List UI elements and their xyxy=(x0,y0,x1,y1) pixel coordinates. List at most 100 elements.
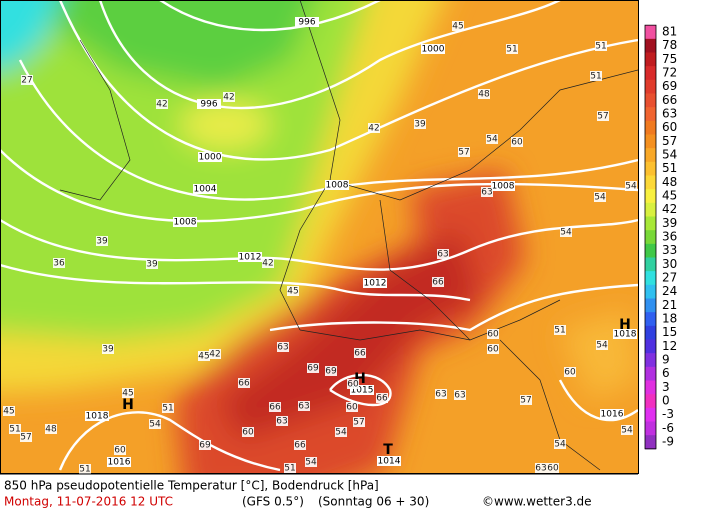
temperature-label-bg xyxy=(277,342,289,352)
temperature-label: 54 xyxy=(594,193,606,203)
temperature-label: 63 xyxy=(535,464,546,474)
isobar-label-bg xyxy=(613,329,637,339)
temperature-label-bg xyxy=(596,340,608,350)
colorbar-label: 33 xyxy=(662,243,677,257)
temperature-label-bg xyxy=(96,236,108,246)
pressure-center: H xyxy=(619,317,631,333)
temperature-label-bg xyxy=(590,71,602,81)
temperature-label-bg xyxy=(102,344,114,354)
colorbar-label: 54 xyxy=(662,148,677,162)
temperature-label: 45 xyxy=(3,407,14,417)
isobar-label: 1012 xyxy=(239,253,262,263)
temperature-label-bg xyxy=(122,388,134,398)
colorbar-label: 63 xyxy=(662,107,677,121)
temperature-label: 66 xyxy=(294,441,306,451)
temperature-label: 57 xyxy=(458,148,469,158)
colorbar-swatch xyxy=(645,66,656,81)
temperature-label: 66 xyxy=(376,394,388,404)
isobar-label: 1018 xyxy=(86,412,109,422)
temperature-label-bg xyxy=(376,393,388,403)
temperature-label-bg xyxy=(114,445,126,455)
temperature-label: 48 xyxy=(45,425,57,435)
isobar-label-bg xyxy=(173,217,197,227)
isobar-label: 996 xyxy=(298,18,315,28)
colorbar-swatch xyxy=(645,407,656,422)
temperature-label: 51 xyxy=(554,326,565,336)
temperature-label-bg xyxy=(284,463,296,473)
colorbar-swatch xyxy=(645,107,656,122)
temperature-label-bg xyxy=(162,403,174,413)
colorbar-label: 0 xyxy=(662,394,670,408)
temperature-label-bg xyxy=(437,249,449,259)
colorbar-label: -6 xyxy=(662,421,674,435)
temperature-label-bg xyxy=(547,463,559,473)
temperature-label-bg xyxy=(625,181,637,191)
isobar-label-bg xyxy=(295,17,319,27)
temperature-label-bg xyxy=(325,366,337,376)
temperature-label-bg xyxy=(223,92,235,102)
temperature-label: 45 xyxy=(287,287,298,297)
temperature-label-bg xyxy=(45,424,57,434)
colorbar-swatch xyxy=(645,189,656,204)
isobars xyxy=(0,0,638,472)
temperature-label-bg xyxy=(621,425,633,435)
temperature-label: 54 xyxy=(621,426,633,436)
isobar-label-bg xyxy=(85,411,109,421)
isobar-label: 1012 xyxy=(364,279,387,289)
pressure-center: H xyxy=(354,371,366,387)
isobar-label-bg xyxy=(238,252,262,262)
isobar-label: 1008 xyxy=(492,182,515,192)
isobar-label-bg xyxy=(377,456,401,466)
colorbar-label: 18 xyxy=(662,312,677,326)
temperature-label: 57 xyxy=(520,396,531,406)
temperature-label: 57 xyxy=(20,433,31,443)
isobar-label-bg xyxy=(198,152,222,162)
colorbar-label: -3 xyxy=(662,407,674,421)
temperature-label: 60 xyxy=(347,380,359,390)
colorbar-swatch xyxy=(645,435,656,450)
isobar-label-bg xyxy=(193,184,217,194)
colorbar-label: 81 xyxy=(662,25,677,39)
temperature-label: 39 xyxy=(102,345,114,355)
temperature-label-bg xyxy=(414,119,426,129)
temperature-label: 51 xyxy=(162,404,173,414)
colorbar-label: 45 xyxy=(662,189,677,203)
colorbar-swatch xyxy=(645,175,656,190)
colorbar-swatch xyxy=(645,366,656,381)
temperature-label-bg xyxy=(209,349,221,359)
colorbar-label: 27 xyxy=(662,271,677,285)
colorbar-swatch xyxy=(645,257,656,272)
map xyxy=(0,0,638,474)
isobar-label: 996 xyxy=(200,100,217,110)
colorbar-label: 39 xyxy=(662,216,677,230)
temperature-label: 63 xyxy=(481,188,492,198)
temperature-label-bg xyxy=(368,123,380,133)
temperature-label: 69 xyxy=(307,364,319,374)
temperature-label: 63 xyxy=(437,250,448,260)
temperature-label-bg xyxy=(435,389,447,399)
temperature-label: 42 xyxy=(223,93,234,103)
temperature-label: 39 xyxy=(414,120,426,130)
isobar-label-bg xyxy=(350,385,374,395)
temperature-label: 60 xyxy=(487,345,499,355)
temperature-label: 66 xyxy=(238,379,250,389)
temperature-label: 69 xyxy=(199,441,211,451)
map-labels: 996 996 1000 1000 1004 1008 1008 1008 1012 1012 10… xyxy=(3,17,637,475)
temperature-label-bg xyxy=(454,390,466,400)
colorbar-label: 3 xyxy=(662,380,670,394)
footer-title: 850 hPa pseudopotentielle Temperatur [°C… xyxy=(4,479,379,493)
temperature-label: 54 xyxy=(335,428,347,438)
temperature-label-bg xyxy=(294,440,306,450)
temperature-label-bg xyxy=(560,227,572,237)
temperature-label: 60 xyxy=(547,464,559,474)
isobar-label-bg xyxy=(107,457,131,467)
pressure-center: H xyxy=(122,397,134,413)
temperature-label-bg xyxy=(487,329,499,339)
temperature-label-bg xyxy=(353,417,365,427)
temperature-label: 57 xyxy=(597,112,608,122)
temperature-label: 66 xyxy=(269,403,281,413)
temperature-label: 36 xyxy=(53,259,65,269)
temperature-label: 54 xyxy=(486,135,498,145)
temperature-label-bg xyxy=(79,464,91,474)
colorbar-swatch xyxy=(645,325,656,340)
